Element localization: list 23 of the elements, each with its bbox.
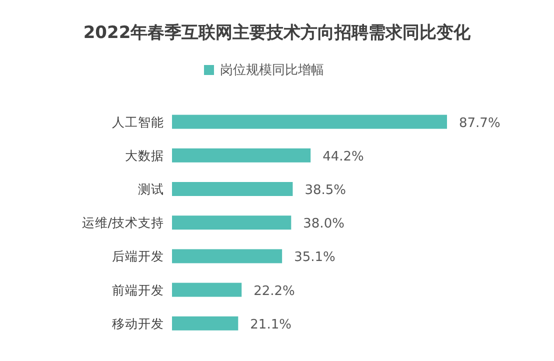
legend: 岗位规模同比增幅 [204, 63, 324, 78]
y-tick-label: 运维/技术支持 [82, 215, 164, 230]
bar [172, 114, 447, 129]
bar [172, 316, 238, 330]
data-label: 87.7% [459, 116, 500, 131]
data-label: 44.2% [322, 149, 364, 164]
data-label: 38.0% [303, 216, 344, 232]
data-label: 21.1% [250, 317, 292, 332]
data-label: 22.2% [254, 284, 295, 299]
y-tick-label: 大数据 [125, 148, 164, 163]
data-label: 35.1% [294, 250, 336, 266]
y-tick-label: 人工智能 [112, 114, 164, 130]
bar [172, 182, 293, 196]
y-tick-label: 前端开发 [112, 282, 164, 298]
data-label: 38.5% [304, 183, 346, 198]
bar [172, 282, 242, 297]
y-tick-label: 后端开发 [112, 248, 164, 264]
chart-title: 2022年春季互联网主要技术方向招聘需求同比变化 [83, 23, 472, 43]
bar [172, 148, 311, 162]
y-tick-label: 移动开发 [112, 316, 164, 331]
bar [172, 216, 292, 230]
y-tick-label: 测试 [138, 182, 164, 196]
bar [172, 249, 282, 264]
